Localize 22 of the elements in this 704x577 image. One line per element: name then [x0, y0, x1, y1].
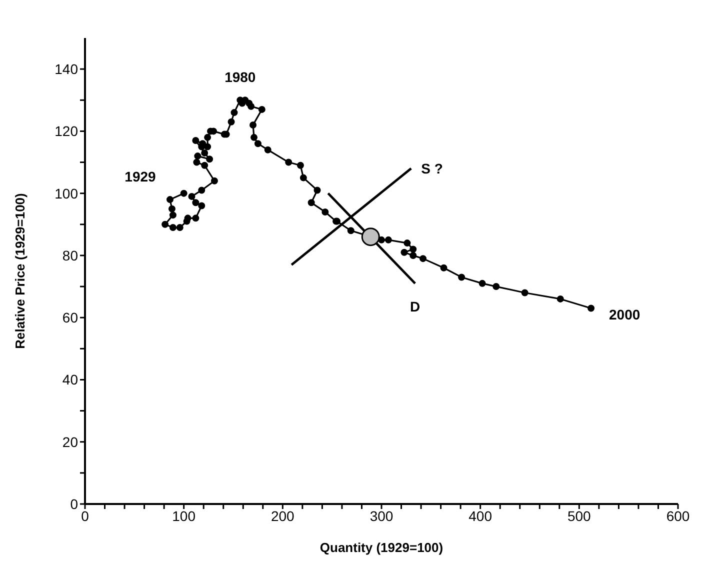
annotation: 1980: [224, 69, 256, 86]
annotation: 2000: [609, 306, 640, 322]
y-tick-label: 40: [62, 372, 78, 388]
y-tick-label: 140: [54, 61, 78, 78]
y-tick-label: 60: [62, 310, 78, 326]
annotation: D: [410, 298, 420, 314]
x-tick-label: 100: [172, 508, 196, 524]
x-tick-label: 200: [270, 508, 295, 524]
x-tick-label: 0: [81, 508, 90, 524]
annotation: S ?: [421, 160, 443, 176]
x-axis-title: Quantity (1929=100): [320, 540, 444, 555]
x-tick-label: 600: [666, 508, 690, 524]
x-tick-label: 500: [567, 508, 592, 524]
x-tick-label: 400: [468, 508, 492, 524]
y-tick-label: 0: [70, 496, 78, 512]
y-tick-label: 80: [62, 247, 78, 264]
y-tick-label: 100: [54, 185, 78, 202]
y-axis-title: Relative Price (1929=100): [12, 193, 28, 349]
x-tick-label: 300: [370, 508, 394, 524]
y-tick-label: 20: [62, 434, 78, 450]
y-tick-label: 120: [54, 123, 78, 140]
annotation: 1929: [124, 168, 156, 184]
